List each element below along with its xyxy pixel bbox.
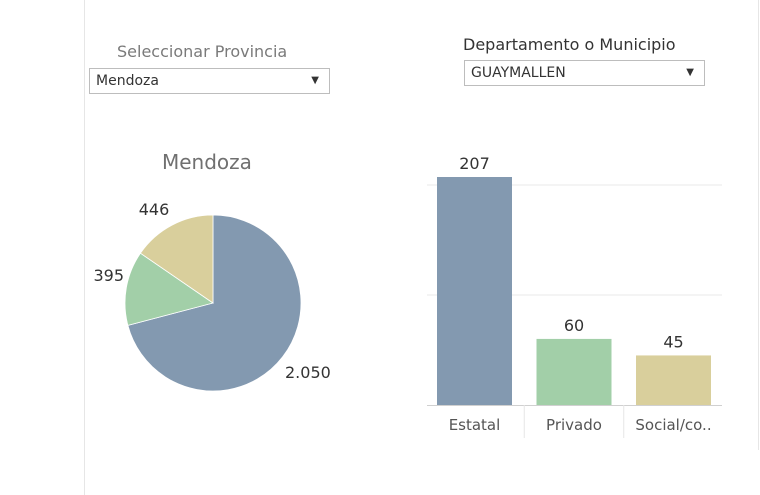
bar-value-label: 60 [564,316,584,335]
pie-slice-privado[interactable] [124,252,214,326]
bar-estatal[interactable] [437,177,512,405]
province-dropdown-value: Mendoza [96,73,159,89]
x-tick-label: Privado [546,416,602,434]
department-dropdown[interactable]: GUAYMALLEN ▼ [464,60,705,86]
department-filter-label: Departamento o Municipio [463,35,676,54]
x-tick-label: Estatal [449,416,501,434]
bar-value-label: 45 [663,332,683,351]
bar-socialco[interactable] [636,355,711,405]
pie-slice-estatal[interactable] [127,214,302,392]
bar-privado[interactable] [536,338,612,405]
department-dropdown-value: GUAYMALLEN [471,65,566,81]
right-divider [758,0,759,450]
pie-slice-social[interactable] [139,214,214,304]
pie-label-estatal: 2.050 [285,363,331,382]
province-filter-label: Seleccionar Provincia [117,42,288,61]
pie-label-privado: 395 [93,266,124,285]
bar-value-label: 207 [459,154,490,173]
pie-label-social: 446 [139,200,170,219]
chevron-down-icon[interactable]: ▼ [686,67,694,78]
x-tick-label: Social/co.. [635,416,711,434]
pie-chart-title: Mendoza [162,150,252,174]
left-divider [84,0,85,495]
province-dropdown[interactable]: Mendoza ▼ [89,68,330,94]
chevron-down-icon[interactable]: ▼ [311,75,319,86]
